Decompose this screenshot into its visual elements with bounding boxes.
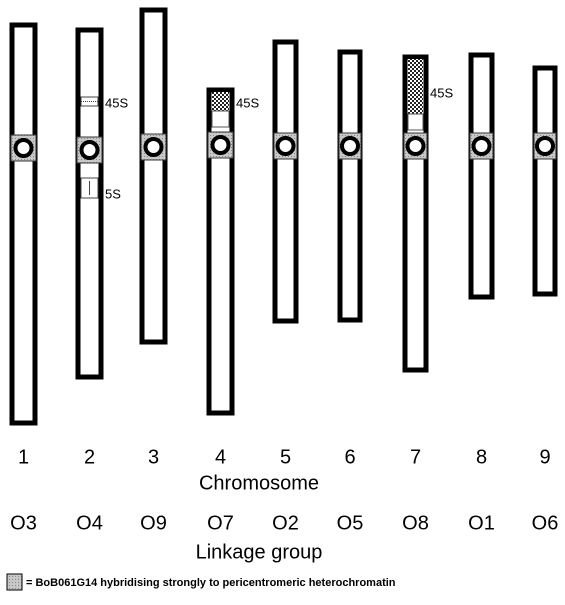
centromere: [537, 138, 553, 154]
linkage-group: O6: [532, 512, 559, 534]
chromosome-number: 3: [148, 446, 159, 468]
legend-swatch: [7, 574, 22, 590]
site-label: 5S: [105, 186, 121, 201]
chromosomes: 1 O3 45S 5S 2 O4 3 O9 45S 4 O7 5 O2 6 O5 45S 7 O8 8 O1 9 O6: [10, 10, 558, 534]
chromosome: [142, 10, 165, 342]
centromere: [342, 138, 358, 154]
centromere: [213, 137, 229, 153]
rdna-band: [408, 59, 423, 114]
chromosome: [535, 68, 555, 294]
linkage-group: O4: [76, 512, 103, 534]
karyogram: 1 O3 45S 5S 2 O4 3 O9 45S 4 O7 5 O2 6 O5 45S 7 O8 8 O1 9 O6 C…: [0, 0, 565, 605]
site-label: 45S: [430, 85, 453, 100]
chromosome: [471, 55, 492, 297]
chromosome: [340, 52, 360, 320]
centromere: [82, 142, 98, 158]
site-label: 45S: [105, 95, 128, 110]
chromosome: [275, 42, 296, 321]
chromosome-axis-label: Chromosome: [199, 472, 319, 494]
chromosome-number: 6: [344, 446, 355, 468]
legend-text: = BoB061G14 hybridising strongly to peri…: [26, 577, 396, 589]
chromosome-number: 7: [410, 446, 421, 468]
chromosome-number: 1: [18, 446, 29, 468]
centromere: [474, 138, 490, 154]
site-label: 45S: [236, 95, 259, 110]
chromosome: [78, 30, 101, 377]
linkage-group: O7: [207, 512, 234, 534]
chromosome-number: 5: [280, 446, 291, 468]
centromere: [16, 140, 32, 156]
linkage-group: O3: [10, 512, 37, 534]
linkage-group: O1: [468, 512, 495, 534]
site-gap: [212, 111, 229, 127]
site-gap: [408, 114, 423, 130]
linkage-group: O2: [272, 512, 299, 534]
linkage-group: O5: [337, 512, 364, 534]
centromere: [146, 139, 162, 155]
chromosome: [12, 25, 35, 423]
chromosome-number: 4: [215, 446, 226, 468]
chromosome-number: 2: [84, 446, 95, 468]
linkage-group: O8: [402, 512, 429, 534]
centromere: [408, 138, 424, 154]
chromosome-number: 9: [539, 446, 550, 468]
chromosome-number: 8: [476, 446, 487, 468]
linkage-group: O9: [140, 512, 167, 534]
centromere: [278, 138, 294, 154]
linkage-group-axis-label: Linkage group: [196, 541, 323, 563]
rdna-band: [212, 92, 229, 111]
